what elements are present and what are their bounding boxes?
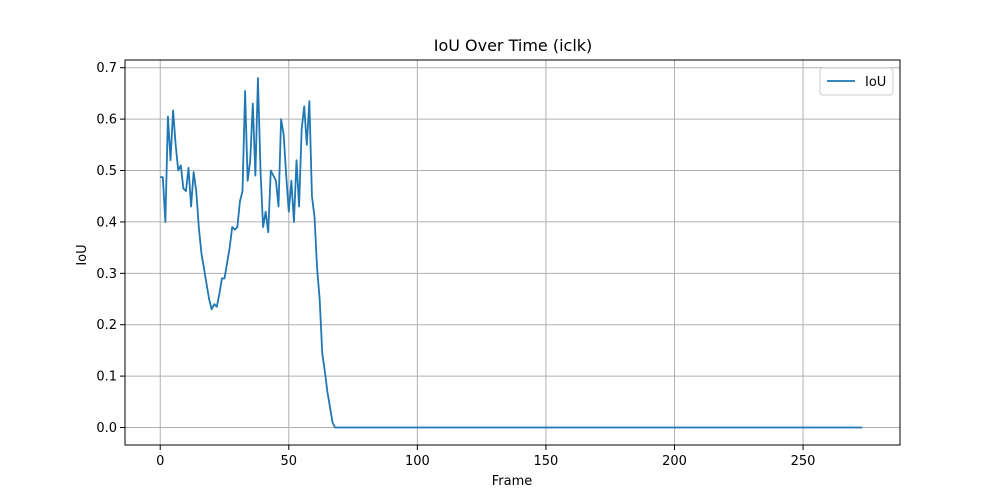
y-tick-label: 0.1 [96,370,117,385]
series-line-iou [160,77,863,429]
legend-box [819,67,894,96]
plot-frame [124,59,901,446]
x-tick-label: 200 [662,454,687,469]
y-tick-label: 0.6 [96,113,117,128]
x-tick-label: 100 [405,454,430,469]
grid-lines [125,60,900,445]
y-tick-label: 0.4 [96,215,117,230]
x-axis-label: Frame [492,474,533,489]
y-tick-label: 0.2 [96,318,117,333]
x-tick-label: 250 [791,454,816,469]
axis-ticks: 0 50 100 150 200 250 0.0 0.1 0.2 0.3 0.4 0.5 0.6 0.7 [96,61,815,469]
x-tick-label: 50 [281,454,298,469]
y-axis-label: IoU [75,244,90,265]
y-tick-label: 0.7 [96,61,117,76]
legend-label-iou: IoU [865,75,886,90]
chart-title: IoU Over Time (iclk) [434,36,593,55]
y-tick-label: 0.0 [96,421,117,436]
x-tick-label: 150 [534,454,559,469]
x-tick-label: 0 [156,454,164,469]
y-tick-label: 0.5 [96,164,117,179]
y-tick-label: 0.3 [96,267,117,282]
legend: IoU [819,67,894,96]
